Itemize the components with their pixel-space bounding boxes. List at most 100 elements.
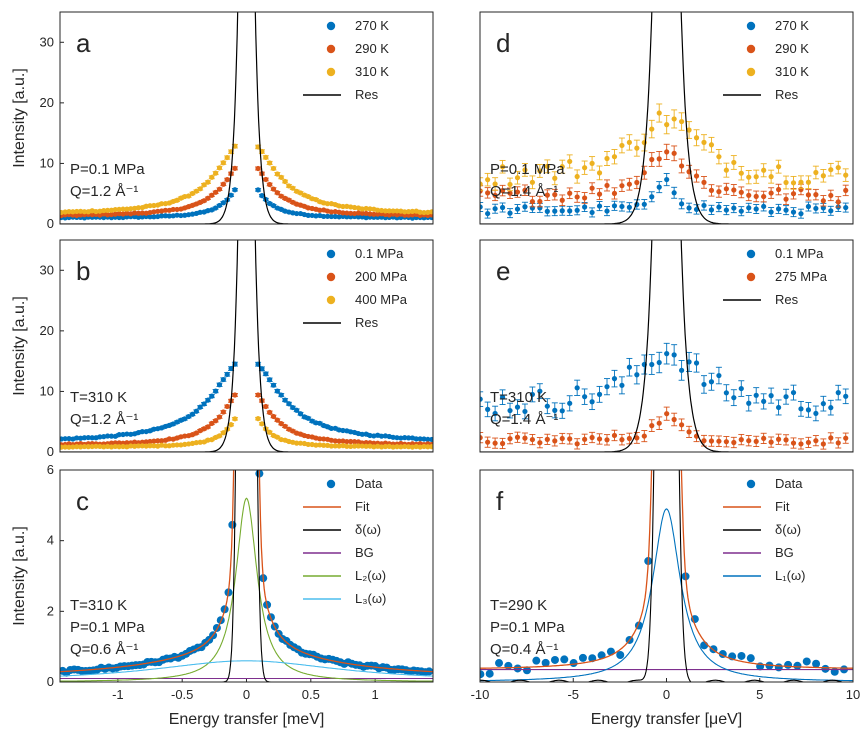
data-point [649,423,655,429]
data-point [835,164,841,171]
data-point [213,418,219,424]
data-point [753,174,759,180]
data-point [267,181,273,188]
data-point [731,395,737,401]
legend-label: 0.1 MPa [355,246,404,261]
data-point [197,428,203,434]
data-point [550,655,559,664]
data-point [656,184,662,190]
data-point [671,416,677,423]
data-point [514,189,521,195]
legend-label: Res [355,315,379,330]
data-point [611,190,618,197]
data-point [619,183,625,189]
data-point [544,208,550,214]
legend-label: 310 K [355,64,389,79]
legend-label: 270 K [775,18,809,33]
data-point [775,186,782,193]
data-point [731,187,737,193]
data-point [286,438,292,445]
x-tick-label: -10 [471,687,490,702]
data-point [606,647,615,656]
x-tick-label: 0 [243,687,250,702]
data-point [828,405,834,411]
legend-label: Fit [775,499,790,514]
data-point [626,364,632,370]
data-point [596,203,603,209]
data-point [716,372,722,379]
data-point [197,186,203,192]
data-point [529,198,536,205]
x-tick-label: 1 [372,687,379,702]
data-point [480,435,483,441]
data-point [544,163,550,169]
data-point [232,392,238,398]
plot-frame [59,239,434,453]
data-point [282,397,288,403]
data-point [567,158,573,165]
data-point [274,417,280,423]
fit-line [480,470,853,669]
data-point [775,436,782,442]
data-point [626,204,632,210]
data-point [656,420,662,426]
fit-line [60,470,433,673]
data-point [201,439,207,445]
data-point [499,440,506,447]
legend-label: BG [775,545,794,560]
data-point [604,437,610,443]
data-point [746,192,752,198]
data-point [205,195,211,201]
data-point [775,164,782,170]
data-point [537,198,543,205]
data-point [802,657,811,666]
data-point [255,144,261,150]
data-point [507,210,513,216]
data-point [162,201,169,207]
data-point [569,659,578,668]
data-point [324,208,331,214]
data-point [220,181,226,187]
data-point [784,660,793,669]
data-point [708,438,715,444]
panel-letter: f [496,486,504,516]
data-point [731,205,737,211]
data-point [232,416,238,422]
data-point [213,388,219,394]
data-point [228,365,234,372]
legend-marker [326,295,336,305]
y-tick-label: 0 [47,674,54,689]
legend-marker [746,44,756,54]
data-point [649,194,655,200]
data-point [828,192,834,199]
x-tick-label: 10 [846,687,860,702]
data-point [582,195,588,201]
data-point [267,160,273,166]
data-point [286,426,292,432]
data-point [274,171,280,177]
data-point [216,433,223,439]
data-point [552,175,558,181]
data-point [604,384,610,390]
data-point [321,200,327,206]
y-tick-label: 30 [40,34,54,49]
data-point [560,655,569,664]
data-point [278,392,284,398]
data-point [216,165,223,171]
data-point [746,654,755,663]
data-point [708,142,715,148]
data-point [348,429,354,435]
data-point [679,422,685,428]
data-point [664,351,670,357]
data-point [820,401,826,407]
data-point [485,439,491,445]
data-point [708,207,715,213]
data-point [830,667,839,676]
data-point [224,371,230,377]
data-point [371,433,377,439]
data-point [492,206,498,212]
panel-letter: a [76,28,91,58]
data-point [835,390,841,396]
data-point [544,436,550,442]
data-point [529,436,536,443]
